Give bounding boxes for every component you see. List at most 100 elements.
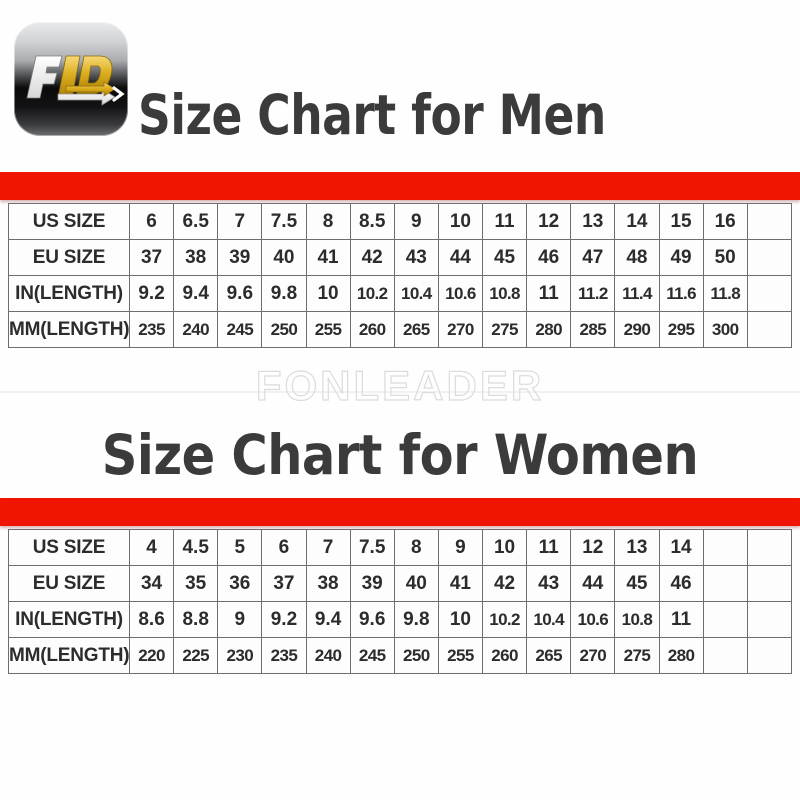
table-row: MM(LENGTH) 235 240 245 250 255 260 265 2…: [8, 311, 793, 348]
men-in-6: 10.4: [393, 275, 439, 312]
women-eu-5: 39: [349, 565, 395, 602]
women-eu-10: 44: [570, 565, 616, 602]
logo-icon: [26, 55, 125, 106]
men-row-label-eu: EU SIZE: [8, 239, 130, 276]
men-in-9: 11: [526, 275, 572, 312]
women-eu-9: 43: [526, 565, 572, 602]
men-eu-14: [746, 239, 793, 276]
men-eu-7: 44: [437, 239, 484, 276]
women-row-label-mm: MM(LENGTH): [8, 637, 130, 674]
men-mm-4: 255: [305, 311, 351, 348]
women-eu-1: 35: [173, 565, 219, 602]
men-us-1: 6.5: [173, 203, 219, 240]
men-us-3: 7.5: [261, 203, 307, 240]
women-eu-6: 40: [393, 565, 439, 602]
women-mm-3: 235: [261, 637, 307, 674]
women-in-9: 10.4: [526, 601, 572, 638]
men-us-5: 8.5: [349, 203, 395, 240]
women-us-5: 7.5: [349, 529, 395, 566]
women-us-4: 7: [305, 529, 351, 566]
women-eu-3: 37: [261, 565, 307, 602]
brand-watermark: FONLEADER: [0, 348, 800, 420]
men-eu-3: 40: [261, 239, 307, 276]
table-row: MM(LENGTH) 220 225 230 235 240 245 250 2…: [8, 637, 793, 674]
women-eu-11: 45: [614, 565, 660, 602]
women-mm-5: 245: [349, 637, 395, 674]
women-eu-2: 36: [217, 565, 263, 602]
men-size-table-wrap: US SIZE 6 6.5 7 7.5 8 8.5 9 10 11 12 13 …: [8, 203, 793, 348]
men-chart-title: Size Chart for Men: [138, 83, 606, 147]
women-mm-0: 220: [128, 637, 175, 674]
men-mm-13: 300: [702, 311, 748, 348]
men-eu-1: 38: [173, 239, 219, 276]
page-header: Size Chart for Men: [0, 0, 800, 172]
women-mm-6: 250: [393, 637, 439, 674]
women-in-12: 11: [658, 601, 704, 638]
men-us-6: 9: [393, 203, 439, 240]
men-mm-3: 250: [261, 311, 307, 348]
men-mm-7: 270: [437, 311, 484, 348]
women-mm-2: 230: [217, 637, 263, 674]
women-in-0: 8.6: [128, 601, 175, 638]
men-mm-12: 295: [658, 311, 704, 348]
men-in-3: 9.8: [261, 275, 307, 312]
men-us-10: 13: [570, 203, 616, 240]
women-us-11: 13: [614, 529, 660, 566]
watermark-text: FONLEADER: [255, 361, 545, 409]
men-us-9: 12: [526, 203, 572, 240]
table-row: US SIZE 4 4.5 5 6 7 7.5 8 9 10 11 12 13 …: [8, 529, 793, 566]
men-row-label-mm: MM(LENGTH): [8, 311, 130, 348]
women-eu-7: 41: [437, 565, 484, 602]
men-us-4: 8: [305, 203, 351, 240]
men-in-4: 10: [305, 275, 351, 312]
men-row-label-us: US SIZE: [8, 203, 130, 240]
men-eu-13: 50: [702, 239, 748, 276]
men-mm-8: 275: [481, 311, 528, 348]
women-title-wrap: Size Chart for Women: [0, 420, 800, 498]
women-mm-11: 275: [614, 637, 660, 674]
women-us-3: 6: [261, 529, 307, 566]
men-in-12: 11.6: [658, 275, 704, 312]
women-us-10: 12: [570, 529, 616, 566]
men-in-11: 11.4: [614, 275, 660, 312]
men-in-7: 10.6: [437, 275, 484, 312]
women-mm-13: [702, 637, 748, 674]
women-in-11: 10.8: [614, 601, 660, 638]
women-in-14: [746, 601, 793, 638]
women-in-3: 9.2: [261, 601, 307, 638]
men-us-2: 7: [217, 203, 263, 240]
women-size-table: US SIZE 4 4.5 5 6 7 7.5 8 9 10 11 12 13 …: [8, 529, 793, 674]
women-mm-7: 255: [437, 637, 484, 674]
men-eu-0: 37: [128, 239, 175, 276]
women-mm-10: 270: [570, 637, 616, 674]
men-us-14: [746, 203, 793, 240]
men-eu-8: 45: [481, 239, 528, 276]
men-in-5: 10.2: [349, 275, 395, 312]
men-us-0: 6: [128, 203, 175, 240]
fid-brand-logo: [14, 22, 128, 136]
men-size-table: US SIZE 6 6.5 7 7.5 8 8.5 9 10 11 12 13 …: [8, 203, 793, 348]
men-eu-6: 43: [393, 239, 439, 276]
women-us-1: 4.5: [173, 529, 219, 566]
women-row-label-us: US SIZE: [8, 529, 130, 566]
women-us-0: 4: [128, 529, 175, 566]
men-mm-14: [746, 311, 793, 348]
women-us-2: 5: [217, 529, 263, 566]
table-row: US SIZE 6 6.5 7 7.5 8 8.5 9 10 11 12 13 …: [8, 203, 793, 240]
women-in-7: 10: [437, 601, 484, 638]
women-mm-9: 265: [526, 637, 572, 674]
men-us-13: 16: [702, 203, 748, 240]
men-in-13: 11.8: [702, 275, 748, 312]
men-in-2: 9.6: [217, 275, 263, 312]
women-eu-13: [702, 565, 748, 602]
men-eu-4: 41: [305, 239, 351, 276]
men-eu-5: 42: [349, 239, 395, 276]
women-in-10: 10.6: [570, 601, 616, 638]
men-eu-12: 49: [658, 239, 704, 276]
men-mm-5: 260: [349, 311, 395, 348]
men-us-8: 11: [481, 203, 528, 240]
table-row: EU SIZE 34 35 36 37 38 39 40 41 42 43 44…: [8, 565, 793, 602]
women-us-12: 14: [658, 529, 704, 566]
women-eu-0: 34: [128, 565, 175, 602]
men-mm-0: 235: [128, 311, 175, 348]
